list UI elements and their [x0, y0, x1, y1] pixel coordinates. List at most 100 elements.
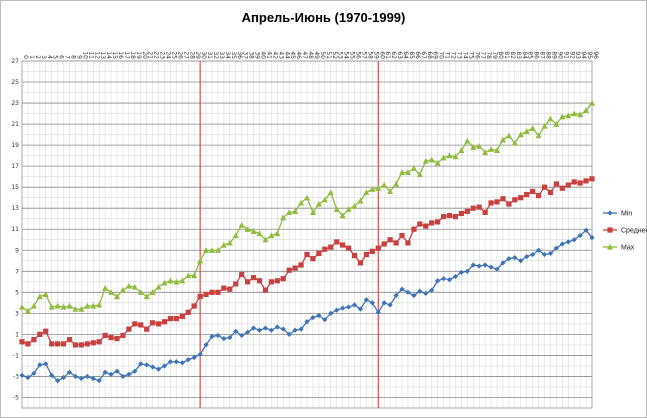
- data-point: [327, 189, 334, 196]
- data-point: [78, 375, 84, 382]
- x-tick-label: 44: [283, 51, 290, 59]
- x-tick-label: 63: [396, 51, 403, 59]
- data-point: [339, 212, 346, 219]
- x-tick-label: 17: [123, 51, 130, 59]
- data-point: [167, 277, 174, 284]
- data-point: [42, 291, 49, 298]
- data-point: [286, 267, 292, 273]
- data-point: [280, 326, 286, 332]
- data-point: [167, 359, 174, 365]
- data-point: [334, 307, 340, 313]
- x-tick-label: 93: [574, 51, 581, 59]
- data-point: [108, 289, 115, 295]
- data-point: [239, 332, 245, 339]
- x-tick-label: 27: [182, 51, 189, 59]
- data-point: [482, 209, 488, 216]
- data-point: [197, 293, 203, 300]
- data-point: [72, 342, 79, 348]
- data-point: [500, 260, 506, 266]
- x-tick-label: 8: [70, 55, 77, 59]
- x-tick-label: 12: [93, 51, 100, 59]
- data-point: [274, 278, 280, 284]
- data-point: [393, 240, 399, 246]
- data-point: [197, 257, 204, 264]
- data-point: [114, 293, 120, 300]
- data-point: [173, 278, 180, 285]
- x-tick-label: 43: [277, 51, 284, 59]
- data-point: [126, 326, 132, 332]
- data-point: [161, 319, 168, 325]
- data-point: [464, 137, 471, 144]
- data-point: [387, 237, 393, 243]
- data-point: [351, 302, 358, 308]
- data-point: [399, 169, 405, 176]
- x-tick-label: 2: [34, 55, 41, 59]
- data-point: [328, 310, 334, 316]
- x-tick-label: 1: [28, 55, 35, 59]
- data-point: [547, 250, 554, 257]
- x-tick-label: 39: [254, 51, 261, 59]
- data-point: [351, 202, 358, 209]
- data-point: [120, 373, 126, 380]
- data-point: [363, 297, 369, 303]
- x-tick-label: 22: [153, 51, 160, 59]
- data-point: [304, 194, 310, 201]
- x-tick-label: 48: [307, 51, 314, 59]
- data-point: [310, 314, 316, 321]
- data-point: [393, 180, 400, 187]
- x-tick-label: 62: [390, 51, 397, 59]
- x-tick-label: 85: [527, 51, 534, 59]
- x-tick-label: 74: [461, 51, 468, 59]
- y-tick-label: 15: [11, 184, 19, 191]
- x-tick-label: 16: [117, 51, 124, 59]
- data-point: [440, 214, 447, 220]
- data-point: [31, 337, 37, 343]
- x-tick-label: 3: [40, 55, 47, 59]
- data-point: [440, 154, 447, 161]
- data-point: [416, 171, 423, 178]
- data-point: [36, 293, 43, 300]
- data-point: [227, 286, 233, 292]
- data-point: [405, 240, 411, 246]
- data-point: [310, 256, 316, 262]
- data-point: [262, 236, 269, 243]
- data-point: [322, 317, 328, 323]
- x-tick-label: 59: [372, 51, 379, 59]
- x-tick-label: 49: [313, 51, 320, 59]
- x-tick-label: 47: [301, 51, 308, 59]
- y-tick-label: 11: [11, 226, 19, 233]
- data-point: [239, 271, 245, 278]
- legend-marker: [607, 243, 613, 250]
- x-tick-label: 9: [75, 55, 82, 59]
- data-point: [214, 247, 221, 253]
- data-point: [96, 301, 103, 308]
- data-point: [417, 221, 423, 227]
- data-point: [173, 316, 179, 322]
- x-tick-label: 20: [141, 51, 148, 59]
- data-point: [161, 363, 168, 369]
- data-point: [559, 113, 566, 120]
- data-point: [340, 305, 346, 311]
- x-tick-label: 56: [355, 51, 362, 59]
- data-point: [245, 329, 251, 335]
- data-point: [589, 99, 595, 106]
- y-tick-label: 17: [11, 163, 19, 170]
- data-point: [120, 332, 126, 339]
- y-tick-label: 21: [11, 121, 19, 128]
- x-tick-label: 57: [360, 51, 367, 59]
- data-point: [524, 253, 530, 260]
- x-tick-label: 61: [384, 51, 391, 59]
- data-point: [221, 336, 227, 342]
- data-point: [185, 357, 191, 363]
- data-point: [173, 359, 179, 365]
- data-point: [78, 342, 84, 348]
- x-tick-label: 79: [491, 51, 498, 59]
- data-point: [411, 292, 417, 299]
- legend-marker: [607, 227, 613, 233]
- data-point: [102, 369, 108, 375]
- x-tick-label: 29: [194, 51, 201, 59]
- series-Max: [19, 99, 595, 314]
- data-point: [245, 279, 251, 285]
- data-point: [357, 306, 364, 312]
